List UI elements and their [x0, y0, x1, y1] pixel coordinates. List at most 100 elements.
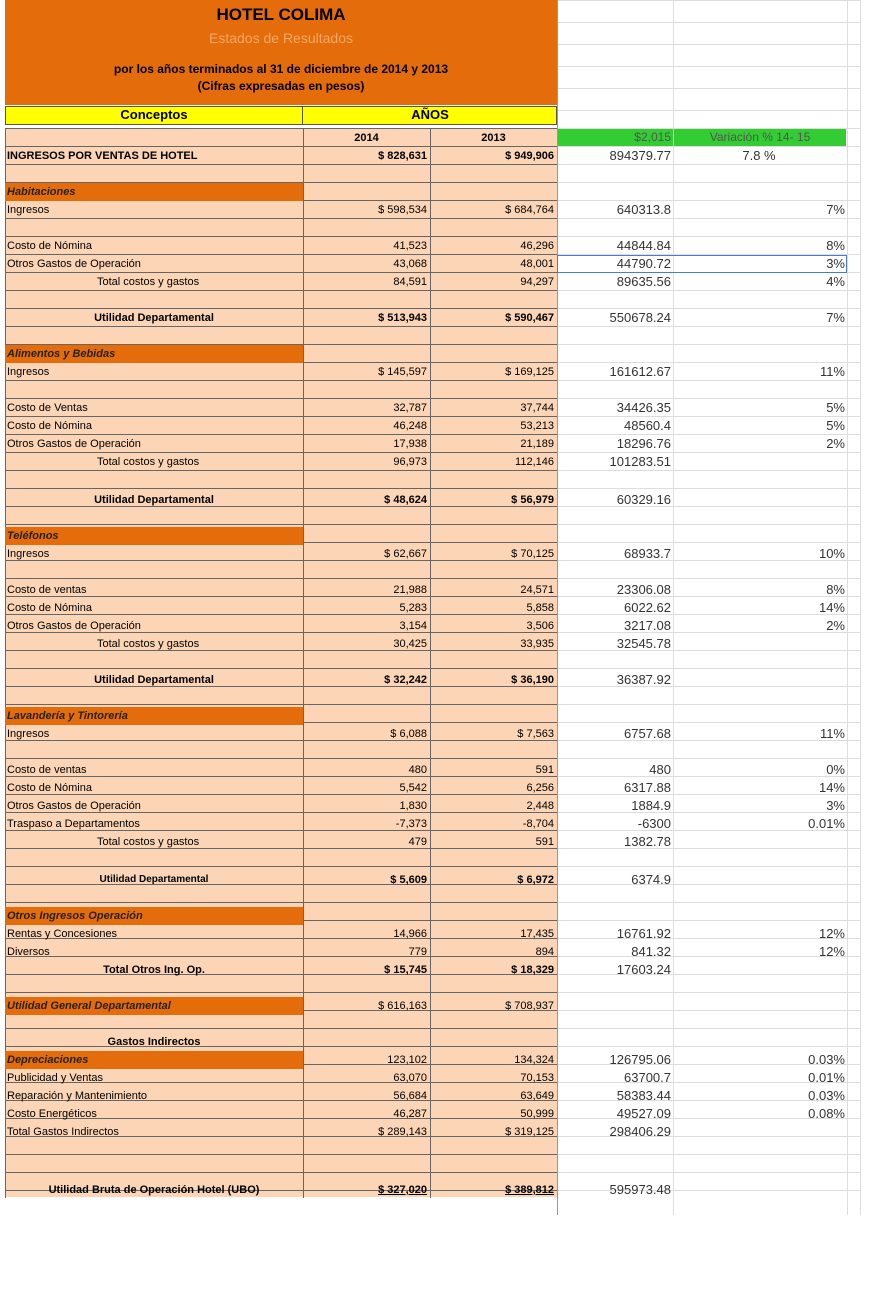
row-line: [557, 44, 860, 45]
row-line: [5, 830, 557, 831]
cell-value: 94,297: [520, 276, 554, 288]
cell-value: 68933.7: [624, 546, 671, 561]
cell-value: -6300: [637, 816, 671, 831]
row-label: Utilidad General Departamental: [7, 1000, 171, 1012]
row-line: [5, 956, 557, 957]
row-line: [5, 1046, 557, 1047]
year-header: 2013: [481, 132, 506, 144]
row-line: [5, 488, 557, 489]
cell-value: 18296.76: [616, 436, 671, 451]
row-line: [557, 488, 860, 489]
cell-value: 48560.4: [624, 418, 671, 433]
variation-header: Variación % 14- 15: [709, 130, 811, 144]
row-line: [5, 128, 557, 129]
cell-value: 3217.08: [624, 618, 671, 633]
cell-value: 101283.51: [609, 454, 671, 469]
row-line: [557, 1010, 860, 1011]
cell-value: $ 684,764: [505, 204, 554, 216]
cell-value: 8%: [826, 582, 845, 597]
cell-value: 894: [535, 946, 554, 958]
row-line: [557, 1046, 860, 1047]
cell-value: 17,435: [520, 928, 554, 940]
cell-value: 3%: [826, 256, 845, 271]
row-line: [557, 884, 860, 885]
cell-value: $ 18,329: [511, 964, 554, 976]
cell-value: 894379.77: [609, 148, 671, 163]
row-line: [5, 578, 557, 579]
row-line: [5, 272, 557, 273]
cell-value: 37,744: [520, 402, 554, 414]
row-label: Total costos y gastos: [97, 836, 200, 848]
row-line: [557, 66, 860, 67]
cell-value: 7%: [826, 202, 845, 217]
row-line: [5, 776, 557, 777]
row-line: [5, 326, 557, 327]
section-fill: [5, 1051, 303, 1069]
cell-value: $ 48,624: [384, 494, 427, 506]
cell-value: 41,523: [393, 240, 427, 252]
cell-value: 12%: [818, 926, 845, 941]
cell-value: 1884.9: [631, 798, 671, 813]
row-line: [557, 722, 860, 723]
row-line: [5, 704, 557, 705]
cell-value: 7%: [826, 310, 845, 325]
row-label: Depreciaciones: [7, 1054, 89, 1066]
row-line: [557, 902, 860, 903]
row-line: [557, 164, 860, 165]
row-line: [557, 614, 860, 615]
col-line: [847, 0, 848, 1215]
row-label: Publicidad y Ventas: [7, 1072, 104, 1084]
row-line: [5, 758, 557, 759]
row-line: [5, 290, 557, 291]
cell-value: 2,448: [526, 800, 554, 812]
row-label: Otros Ingresos Operación: [7, 910, 143, 922]
row-label: Costo de Nómina: [7, 240, 92, 252]
cell-value: 640313.8: [616, 202, 671, 217]
row-line: [557, 560, 860, 561]
row-line: [557, 380, 860, 381]
year-header: $2,015: [634, 130, 671, 144]
cell-value: $ 327,020: [378, 1184, 427, 1196]
row-label: Otros Gastos de Operación: [7, 258, 141, 270]
row-label: Reparación y Mantenimiento: [7, 1090, 148, 1102]
row-label: Utilidad Departamental: [94, 674, 214, 686]
row-label: Costo de Ventas: [7, 402, 88, 414]
cell-value: 34426.35: [616, 400, 671, 415]
row-line: [5, 470, 557, 471]
row-label: Otros Gastos de Operación: [7, 800, 141, 812]
row-line: [557, 830, 860, 831]
row-line: [557, 362, 860, 363]
row-line: [557, 866, 860, 867]
row-label: Costo de Nómina: [7, 782, 92, 794]
cell-value: 1382.78: [624, 834, 671, 849]
cell-value: 63,649: [520, 1090, 554, 1102]
cell-value: 6,256: [526, 782, 554, 794]
row-line: [5, 218, 557, 219]
row-line: [557, 794, 860, 795]
row-line: [557, 704, 860, 705]
row-label: Habitaciones: [7, 186, 76, 198]
cell-value: $ 36,190: [511, 674, 554, 686]
cell-value: 126795.06: [609, 1052, 671, 1067]
row-line: [557, 146, 860, 147]
row-line: [557, 974, 860, 975]
cell-value: 7.8 %: [742, 148, 776, 163]
row-line: [557, 344, 860, 345]
cell-value: $ 319,125: [505, 1126, 554, 1138]
row-label: Utilidad Departamental: [99, 874, 209, 885]
row-label: INGRESOS POR VENTAS DE HOTEL: [7, 150, 198, 162]
cell-value: 46,287: [393, 1108, 427, 1120]
col-line: [303, 128, 304, 1198]
row-line: [557, 938, 860, 939]
cell-value: -7,373: [395, 818, 427, 830]
row-label: Otros Gastos de Operación: [7, 620, 141, 632]
cell-value: 6022.62: [624, 600, 671, 615]
row-line: [557, 596, 860, 597]
cell-value: 23306.08: [616, 582, 671, 597]
row-line: [5, 812, 557, 813]
row-line: [5, 164, 557, 165]
row-line: [5, 434, 557, 435]
cell-value: 11%: [819, 364, 845, 379]
header-bar: [5, 106, 557, 125]
row-line: [557, 308, 860, 309]
